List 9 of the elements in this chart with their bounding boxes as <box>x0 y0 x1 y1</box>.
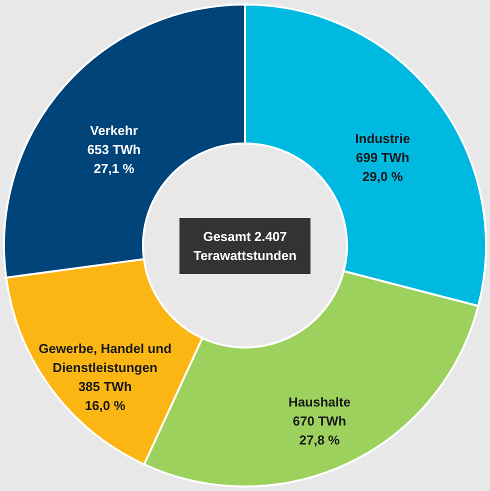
slice-label: Verkehr <box>90 122 138 138</box>
slice-label: Haushalte <box>288 394 351 410</box>
slice-label: Gewerbe, Handel und Dienstleistungen <box>38 340 172 375</box>
data-label: 699 TWh 29,0 % <box>356 150 410 184</box>
data-label: 653 TWh 27,1 % <box>87 142 141 176</box>
data-label: 385 TWh 16,0 % <box>78 378 132 413</box>
slice-label: Industrie <box>355 131 410 146</box>
text: Gesamt 2.407 Terawattstunden <box>179 218 311 274</box>
data-label: 670 TWh 27,8 % <box>292 414 346 448</box>
